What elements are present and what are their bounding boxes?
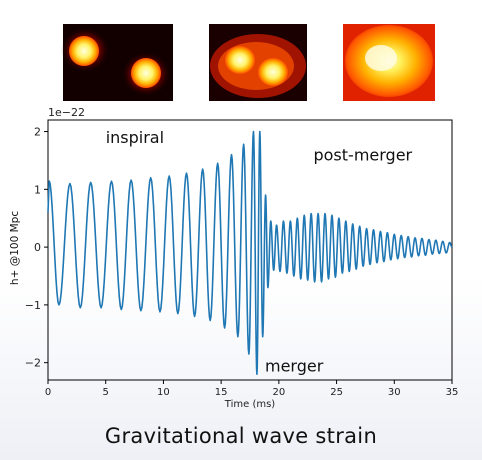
x-tick-label: 20 bbox=[272, 387, 285, 398]
x-tick-label: 5 bbox=[103, 387, 109, 398]
waveform-lead-in bbox=[47, 180, 50, 213]
x-tick-label: 15 bbox=[215, 387, 228, 398]
remnant-snapshot bbox=[343, 24, 435, 101]
y-tick-label: 2 bbox=[34, 126, 41, 139]
y-axis-label: h+ @100 Mpc bbox=[9, 211, 21, 285]
star-right-icon bbox=[131, 58, 161, 88]
merging-star-left-icon bbox=[225, 46, 255, 74]
axes-frame bbox=[47, 119, 453, 381]
merger-snapshot bbox=[209, 24, 307, 101]
x-tick-label: 0 bbox=[45, 387, 51, 398]
strain-series-line bbox=[48, 130, 453, 376]
y-tick-label: −1 bbox=[25, 299, 41, 312]
x-tick-label: 35 bbox=[446, 387, 459, 398]
merging-star-right-icon bbox=[258, 58, 288, 86]
annotation-post-merger: post-merger bbox=[313, 145, 412, 164]
waveform bbox=[47, 130, 453, 376]
figure-caption: Gravitational wave strain bbox=[104, 424, 378, 448]
star-left-icon bbox=[69, 36, 99, 66]
x-axis-label: Time (ms) bbox=[224, 399, 276, 410]
y-tick-label: 1 bbox=[34, 183, 41, 196]
y-tick-label: −2 bbox=[25, 357, 41, 370]
y-offset-label: 1e−22 bbox=[48, 106, 85, 119]
y-tick-label: 0 bbox=[34, 241, 41, 254]
annotation-merger: merger bbox=[265, 356, 324, 375]
x-tick-label: 30 bbox=[388, 387, 401, 398]
axis-ticks: 0 5 10 15 20 25 30 35 −2 −1 0 1 2 bbox=[25, 126, 459, 398]
annotation-inspiral: inspiral bbox=[106, 128, 164, 147]
x-tick-label: 25 bbox=[330, 387, 343, 398]
x-tick-label: 10 bbox=[157, 387, 170, 398]
inspiral-snapshot bbox=[61, 24, 173, 101]
annotations: inspiral post-merger merger bbox=[106, 128, 413, 375]
